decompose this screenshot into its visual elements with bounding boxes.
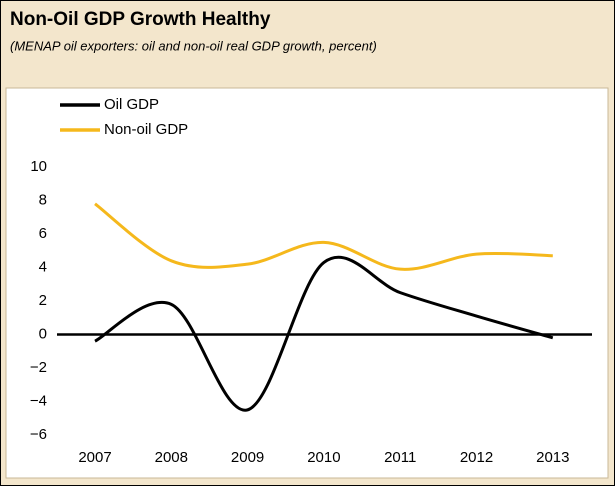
x-tick-label: 2011: [384, 449, 416, 466]
y-tick-label: 8: [39, 191, 47, 208]
y-tick-label: 4: [39, 258, 47, 275]
y-tick-label: −6: [30, 426, 47, 443]
y-tick-label: −2: [30, 359, 47, 376]
x-tick-label: 2012: [460, 449, 493, 466]
y-tick-label: 2: [39, 292, 47, 309]
plot-panel: [5, 87, 609, 479]
series-line: [94, 202, 553, 271]
x-tick-label: 2013: [536, 449, 569, 466]
chart-title: Non-Oil GDP Growth Healthy: [10, 9, 271, 30]
y-tick-label: 10: [30, 158, 47, 175]
legend-label: Oil GDP: [104, 96, 159, 113]
x-tick-label: 2008: [155, 449, 188, 466]
y-tick-label: −4: [30, 392, 47, 409]
legend-label: Non-oil GDP: [104, 121, 188, 138]
x-tick-label: 2010: [307, 449, 340, 466]
series-line: [94, 255, 554, 412]
y-tick-label: 6: [39, 225, 47, 242]
x-tick-label: 2007: [78, 449, 111, 466]
chart-subtitle: (MENAP oil exporters: oil and non-oil re…: [10, 38, 377, 53]
x-tick-label: 2009: [231, 449, 264, 466]
y-tick-label: 0: [39, 325, 47, 342]
